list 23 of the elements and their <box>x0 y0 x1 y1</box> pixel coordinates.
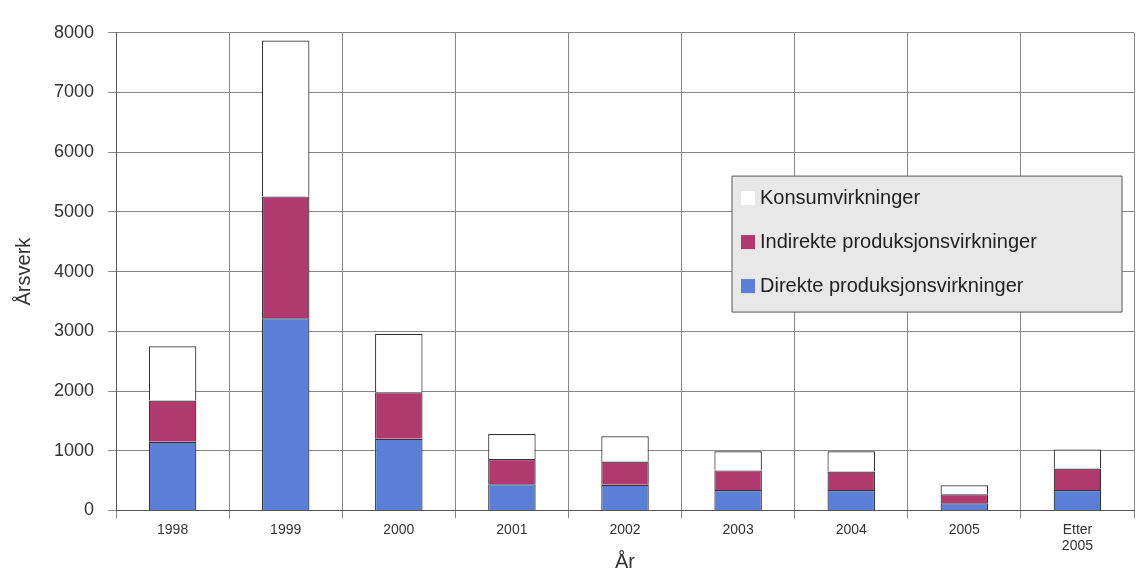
x-axis-title: År <box>615 549 636 572</box>
legend-label: Direkte produksjonsvirkninger <box>760 273 1024 296</box>
x-tick-label: 2000 <box>383 520 415 537</box>
y-tick-label: 8000 <box>54 21 95 42</box>
legend-label: Konsumvirkninger <box>760 185 921 208</box>
y-tick-label: 2000 <box>54 379 95 400</box>
x-tick-label: 2002 <box>609 520 641 537</box>
y-tick-label: 6000 <box>54 141 95 162</box>
x-tick-label: Etter 2005 <box>1061 520 1094 554</box>
y-tick-label: 0 <box>84 499 95 520</box>
x-tick-label: 2004 <box>835 520 868 537</box>
x-tick-label: 2005 <box>948 520 981 537</box>
y-tick-label: 1000 <box>54 439 95 460</box>
x-tick-label: 1998 <box>157 520 189 537</box>
y-tick-label: 3000 <box>54 320 95 341</box>
y-axis-title: Årsverk <box>11 236 34 306</box>
y-tick-label: 7000 <box>54 81 95 102</box>
legend-label: Indirekte produksjonsvirkninger <box>760 229 1038 252</box>
y-tick-label: 5000 <box>54 200 95 221</box>
y-tick-label: 4000 <box>54 260 95 281</box>
x-tick-label: 2003 <box>722 520 754 537</box>
x-tick-label: 1999 <box>270 520 302 537</box>
x-tick-label: 2001 <box>496 520 528 537</box>
